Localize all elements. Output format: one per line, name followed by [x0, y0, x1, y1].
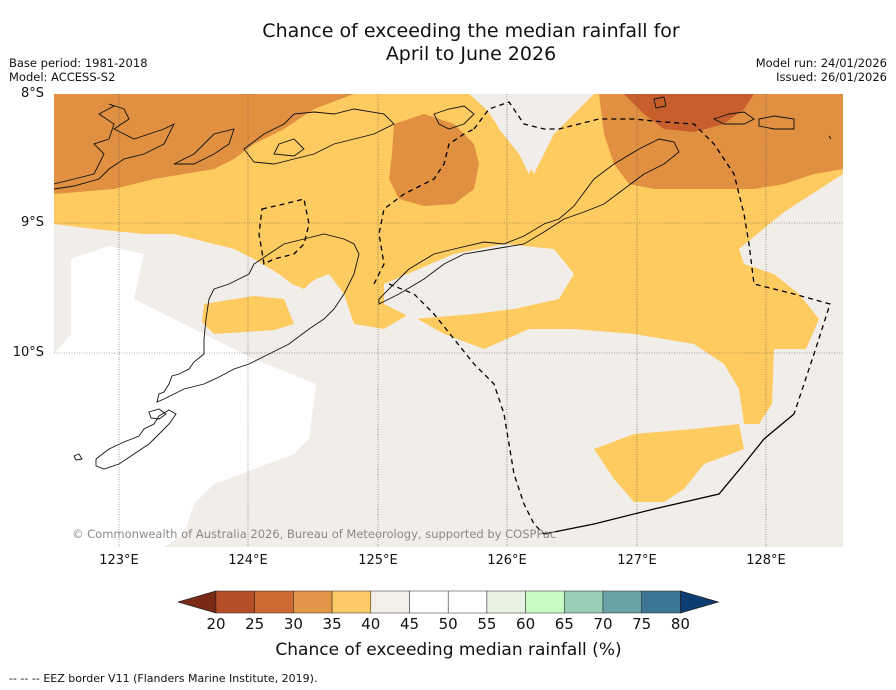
- colorbar: [178, 590, 720, 614]
- colorbar-tick-30: 30: [283, 615, 303, 633]
- colorbar-swatch-70: [602, 590, 642, 614]
- colorbar-swatch-25: [254, 590, 294, 614]
- lat-label-10s: 10°S: [12, 345, 44, 360]
- lon-label-126e: 126°E: [487, 553, 527, 568]
- base-period: Base period: 1981-2018: [9, 56, 148, 70]
- colorbar-tick-75: 75: [632, 615, 652, 633]
- rainfall-map: [54, 94, 843, 547]
- colorbar-tick-35: 35: [322, 615, 342, 633]
- issued-date: Issued: 26/01/2026: [776, 70, 887, 84]
- colorbar-swatch-60: [525, 590, 565, 614]
- colorbar-swatch-50: [447, 590, 488, 614]
- eez-legend-symbol: -- -- --: [9, 672, 40, 685]
- colorbar-tick-70: 70: [593, 615, 613, 633]
- colorbar-swatch-40: [370, 590, 410, 614]
- lon-label-125e: 125°E: [358, 553, 398, 568]
- eez-border: [258, 101, 831, 535]
- lat-label-8s: 8°S: [20, 86, 44, 101]
- colorbar-swatch-45: [409, 590, 449, 614]
- colorbar-swatch-75: [641, 590, 681, 614]
- colorbar-tick-40: 40: [361, 615, 381, 633]
- model-name: Model: ACCESS-S2: [9, 70, 116, 84]
- copyright-notice: © Commonwealth of Australia 2026, Bureau…: [72, 527, 557, 541]
- colorbar-tick-65: 65: [554, 615, 574, 633]
- coastlines: [54, 96, 832, 470]
- probability-below-40-area: [54, 246, 316, 547]
- colorbar-arrow-low: [178, 590, 217, 614]
- lon-label-124e: 124°E: [228, 553, 268, 568]
- chart-title-line1: Chance of exceeding the median rainfall …: [262, 20, 680, 42]
- colorbar-tick-55: 55: [477, 615, 497, 633]
- colorbar-tick-50: 50: [438, 615, 458, 633]
- graticule: [54, 94, 843, 547]
- colorbar-swatch-55: [486, 590, 526, 614]
- colorbar-swatch-30: [293, 590, 333, 614]
- probability-40-45-inner: [384, 244, 574, 319]
- colorbar-swatch-20: [215, 590, 255, 614]
- maritime-boundary: [543, 413, 795, 535]
- probability-40-45-north: [469, 94, 594, 174]
- lon-label-128e: 128°E: [746, 553, 786, 568]
- colorbar-tick-45: 45: [399, 615, 420, 633]
- colorbar-arrow-high: [680, 590, 720, 614]
- lat-label-9s: 9°S: [20, 215, 44, 230]
- model-run: Model run: 24/01/2026: [755, 56, 887, 70]
- colorbar-label: Chance of exceeding median rainfall (%): [275, 640, 622, 660]
- probability-35-40-blob-south: [594, 424, 744, 502]
- chart-title-line2: April to June 2026: [385, 43, 557, 65]
- colorbar-tick-25: 25: [245, 615, 265, 633]
- lon-label-123e: 123°E: [99, 553, 139, 568]
- colorbar-tick-60: 60: [516, 615, 536, 633]
- lon-label-127e: 127°E: [617, 553, 657, 568]
- probability-30-35-central: [389, 114, 479, 206]
- colorbar-tick-80: 80: [670, 615, 690, 633]
- eez-legend-text: EEZ border V11 (Flanders Marine Institut…: [43, 672, 318, 685]
- colorbar-swatch-65: [564, 590, 604, 614]
- colorbar-tick-20: 20: [206, 615, 226, 633]
- colorbar-swatch-35: [331, 590, 372, 614]
- eez-legend: -- -- -- EEZ border V11 (Flanders Marine…: [9, 672, 317, 685]
